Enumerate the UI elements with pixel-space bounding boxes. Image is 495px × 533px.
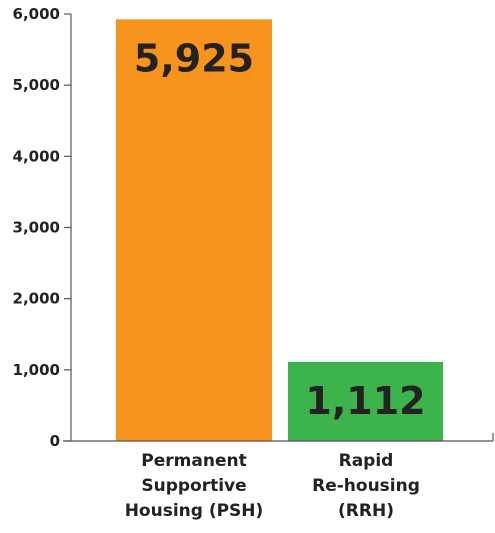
y-tick-label: 1,000 — [13, 361, 60, 379]
y-tick-label: 3,000 — [13, 219, 60, 237]
category-label: Rapid — [339, 451, 394, 471]
bar — [288, 361, 443, 441]
bar — [116, 19, 272, 442]
y-tick-label: 4,000 — [13, 147, 60, 165]
y-tick-label: 6,000 — [13, 5, 60, 23]
y-tick-label: 2,000 — [13, 290, 60, 308]
y-axis-ticks: 0 1,000 2,000 3,000 4,000 5,000 6,000 — [13, 5, 71, 450]
bars — [116, 19, 443, 442]
category-label: Re-housing — [312, 476, 420, 496]
category-labels: Permanent Supportive Housing (PSH) Rapid Re-… — [125, 451, 420, 521]
data-label: 1,112 — [305, 379, 425, 423]
data-labels: 5,925 1,112 — [134, 36, 426, 423]
y-tick-label: 0 — [50, 432, 60, 450]
category-label: Housing (PSH) — [125, 501, 264, 521]
category-label: (RRH) — [338, 501, 394, 521]
y-tick-label: 5,000 — [13, 76, 60, 94]
category-label: Supportive — [141, 476, 246, 496]
category-label: Permanent — [141, 451, 246, 471]
data-label: 5,925 — [134, 36, 254, 80]
